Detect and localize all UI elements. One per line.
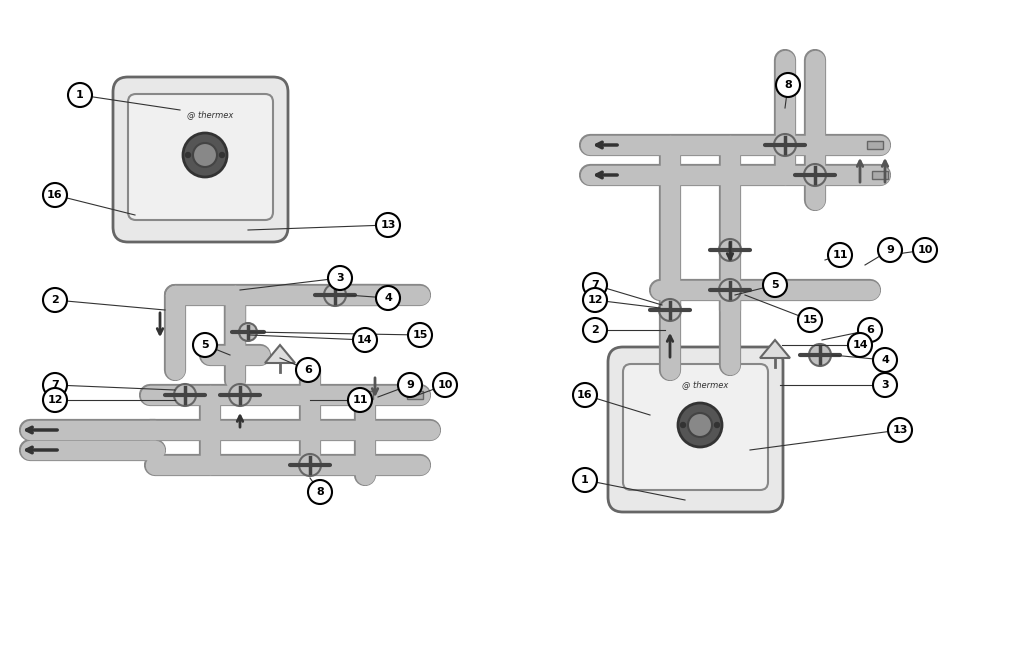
Circle shape [408,323,432,347]
Text: 10: 10 [917,245,932,255]
Text: 9: 9 [886,245,894,255]
Circle shape [809,344,831,366]
Circle shape [583,288,607,312]
Text: 6: 6 [304,365,312,375]
Circle shape [219,153,224,157]
Text: 1: 1 [581,475,589,485]
Text: 1: 1 [76,90,84,100]
Bar [357,391,373,399]
Circle shape [174,384,196,406]
Text: 6: 6 [866,325,874,335]
Circle shape [433,373,457,397]
Text: 15: 15 [802,315,818,325]
Circle shape [688,413,712,437]
Circle shape [681,422,686,428]
Text: 16: 16 [47,190,63,200]
Circle shape [583,318,607,342]
Circle shape [719,279,741,301]
Circle shape [828,243,852,267]
Text: 7: 7 [591,280,599,290]
Circle shape [43,183,67,207]
Circle shape [328,266,352,290]
Circle shape [858,318,882,342]
Circle shape [324,284,346,306]
Circle shape [354,328,377,352]
Text: 12: 12 [47,395,63,405]
Circle shape [573,468,597,492]
Text: 5: 5 [201,340,209,350]
Circle shape [659,299,681,321]
Text: 13: 13 [381,220,396,230]
Circle shape [43,373,67,397]
Text: 9: 9 [406,380,414,390]
Text: 12: 12 [587,295,603,305]
Text: 7: 7 [52,380,59,390]
FancyBboxPatch shape [128,94,273,220]
Circle shape [913,238,937,262]
Bar [872,171,888,179]
Circle shape [68,83,92,107]
Circle shape [239,323,257,341]
Circle shape [43,288,67,312]
Text: 4: 4 [384,293,392,303]
Text: @ thermex: @ thermex [682,380,728,389]
Text: 2: 2 [591,325,599,335]
Text: 11: 11 [832,250,847,260]
Circle shape [798,308,822,332]
Circle shape [296,358,320,382]
Circle shape [714,422,719,428]
Text: 3: 3 [336,273,343,283]
Text: 8: 8 [784,80,792,90]
Circle shape [583,273,607,297]
Circle shape [376,213,400,237]
Circle shape [348,388,372,412]
Circle shape [678,403,722,447]
Circle shape [719,239,741,261]
Text: 15: 15 [412,330,427,340]
Text: 13: 13 [892,425,908,435]
Circle shape [878,238,902,262]
Bar [407,391,423,399]
Bar [867,141,883,149]
Circle shape [43,388,67,412]
Circle shape [186,153,191,157]
Circle shape [774,134,796,156]
Circle shape [299,454,321,476]
FancyBboxPatch shape [623,364,768,490]
Circle shape [873,348,897,372]
Circle shape [193,333,217,357]
Circle shape [848,333,872,357]
Text: 14: 14 [852,340,868,350]
Circle shape [776,73,800,97]
Text: 10: 10 [437,380,452,390]
Circle shape [804,164,826,186]
Circle shape [398,373,422,397]
Text: 3: 3 [881,380,889,390]
Circle shape [573,383,597,407]
Text: 4: 4 [881,355,889,365]
Text: 5: 5 [772,280,779,290]
Polygon shape [760,340,790,358]
Circle shape [229,384,251,406]
Circle shape [376,286,400,310]
Circle shape [193,143,217,167]
Text: 2: 2 [52,295,59,305]
Circle shape [308,480,332,504]
FancyBboxPatch shape [113,77,288,242]
Text: 11: 11 [352,395,368,405]
Text: 16: 16 [577,390,593,400]
Circle shape [888,418,912,442]
Polygon shape [265,345,295,363]
Circle shape [763,273,787,297]
Circle shape [183,133,227,177]
Text: @ thermex: @ thermex [187,111,233,120]
Text: 8: 8 [316,487,324,497]
FancyBboxPatch shape [608,347,783,512]
Text: 14: 14 [358,335,373,345]
Circle shape [873,373,897,397]
